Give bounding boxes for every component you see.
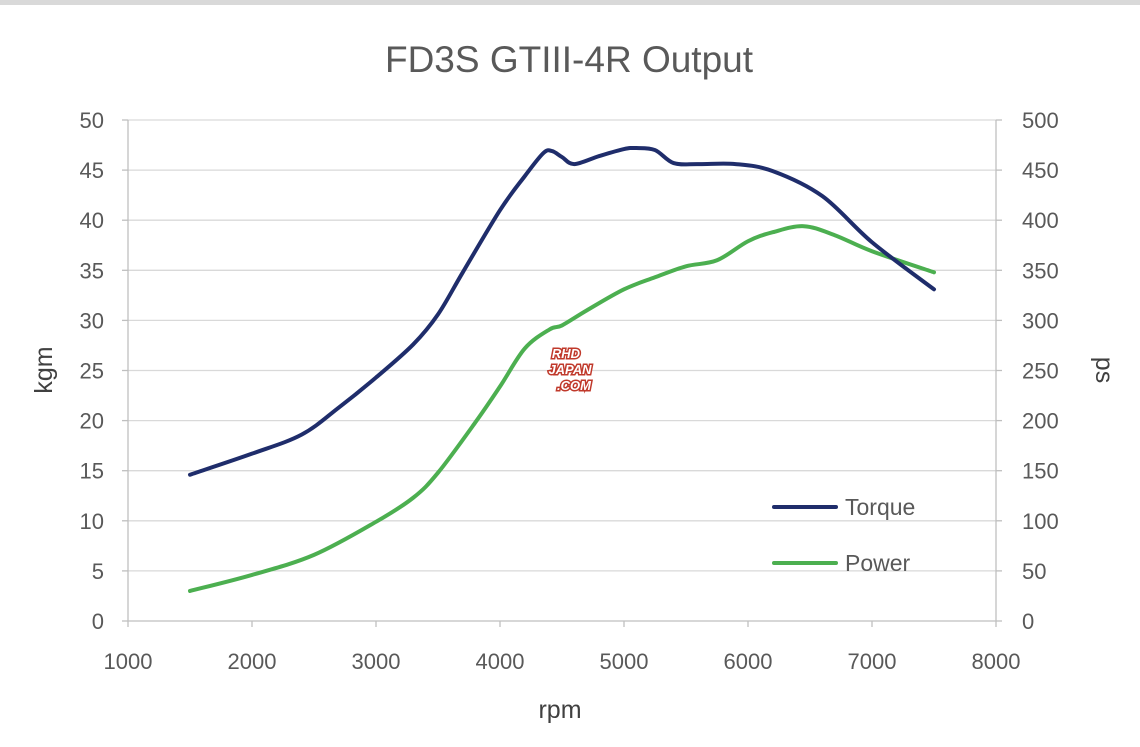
x-tick-label: 2000 xyxy=(228,649,277,674)
y-left-tick-label: 15 xyxy=(80,459,104,484)
legend-label-power: Power xyxy=(845,550,911,576)
legend-label-torque: Torque xyxy=(845,494,915,520)
gridlines xyxy=(128,119,996,572)
x-tick-label: 5000 xyxy=(600,649,649,674)
y-left-tick-label: 30 xyxy=(80,308,104,333)
y-left-tick-label: 0 xyxy=(92,609,104,634)
series-line-power xyxy=(188,224,936,593)
y-right-axis-title: ps xyxy=(1090,357,1118,383)
top-divider xyxy=(0,0,1140,5)
x-tick-label: 8000 xyxy=(972,649,1021,674)
y-left-tick-label: 50 xyxy=(80,108,104,133)
x-tick-label: 1000 xyxy=(104,649,153,674)
plot-frame xyxy=(122,119,1002,627)
y-left-tick-label: 10 xyxy=(80,509,104,534)
series-lines xyxy=(188,145,936,593)
y-right-tick-label: 300 xyxy=(1022,308,1059,333)
series-line-torque xyxy=(188,145,936,477)
x-tick-label: 6000 xyxy=(724,649,773,674)
y-right-tick-label: 200 xyxy=(1022,409,1059,434)
watermark-line-1: RHD xyxy=(552,346,581,361)
watermark-line-2: JAPAN xyxy=(548,362,592,377)
y-right-tick-label: 450 xyxy=(1022,158,1059,183)
x-tick-label: 4000 xyxy=(476,649,525,674)
y-right-tick-label: 350 xyxy=(1022,258,1059,283)
x-axis-title: rpm xyxy=(538,696,581,724)
y-left-tick-label: 25 xyxy=(80,359,104,384)
y-right-tick-label: 50 xyxy=(1022,559,1046,584)
tick-labels: 1000 2000 3000 4000 5000 6000 7000 800005101520… xyxy=(80,108,1059,674)
y-right-tick-label: 400 xyxy=(1022,208,1059,233)
watermark-line-3: .COM xyxy=(557,378,592,393)
x-tick-label: 7000 xyxy=(848,649,897,674)
y-right-tick-label: 100 xyxy=(1022,509,1059,534)
watermark-logo: RHD JAPAN .COM xyxy=(547,345,594,395)
y-right-tick-label: 500 xyxy=(1022,108,1059,133)
y-right-tick-label: 0 xyxy=(1022,609,1034,634)
y-left-axis-title: kgm xyxy=(30,346,58,393)
y-right-tick-label: 150 xyxy=(1022,459,1059,484)
x-tick-label: 3000 xyxy=(352,649,401,674)
y-left-tick-label: 5 xyxy=(92,559,104,584)
legend: Torque Power xyxy=(772,494,915,576)
y-left-tick-label: 45 xyxy=(80,158,104,183)
y-left-tick-label: 20 xyxy=(80,409,104,434)
chart-title: FD3S GTIII-4R Output xyxy=(385,39,754,80)
y-left-tick-label: 35 xyxy=(80,258,104,283)
y-left-tick-label: 40 xyxy=(80,208,104,233)
y-right-tick-label: 250 xyxy=(1022,359,1059,384)
